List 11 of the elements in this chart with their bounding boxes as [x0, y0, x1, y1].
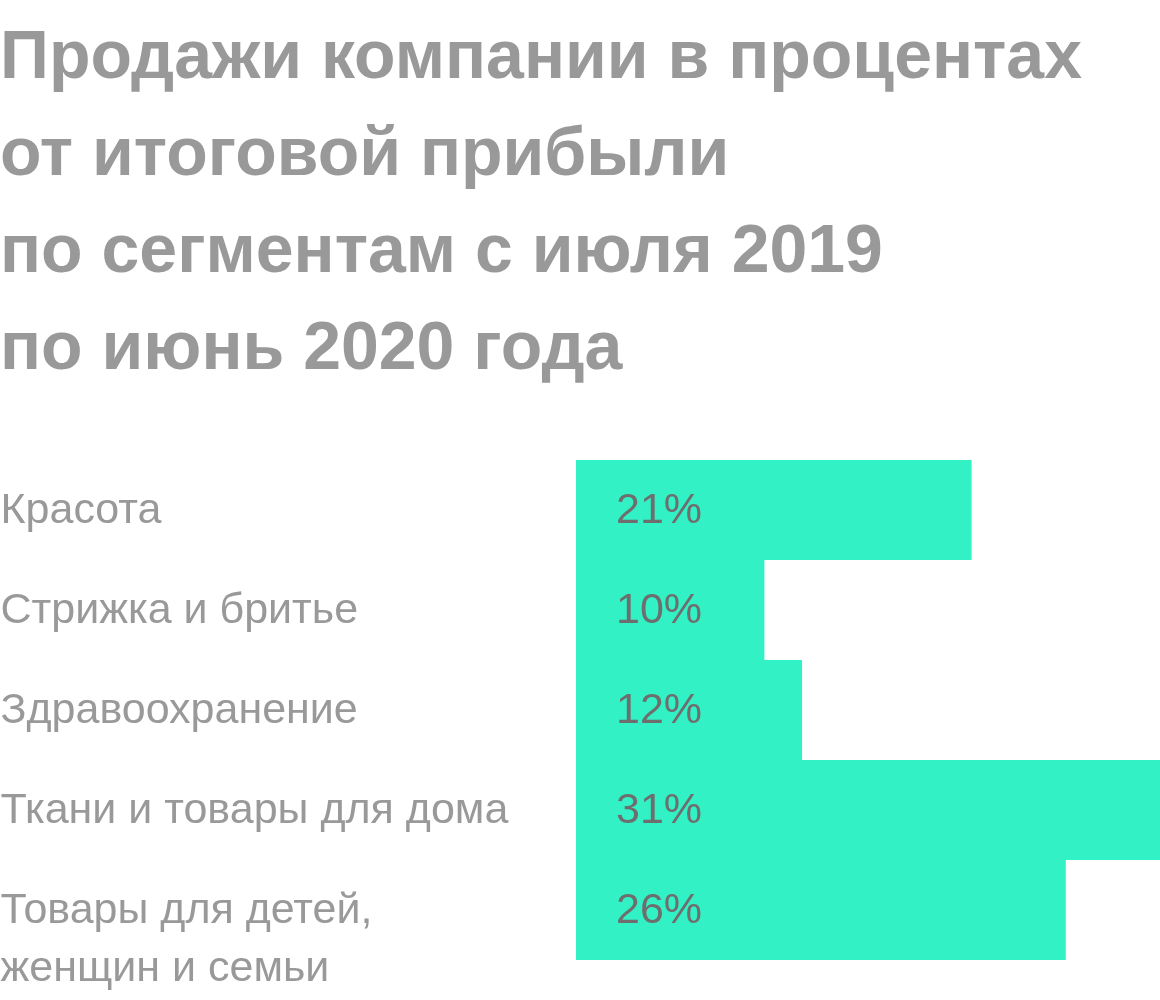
data-label: 31%	[616, 784, 703, 832]
data-label: 26%	[616, 884, 703, 932]
y-tick-label: Товары для детей, женщин и семьи	[0, 884, 373, 990]
data-label: 10%	[616, 584, 703, 632]
chart-title: Продажи компании в процентах от итоговой прибыли по сегментам с июля 2019 по июнь 2020 года	[0, 15, 1082, 385]
y-tick-label: Ткани и товары для дома	[0, 784, 509, 832]
data-label: 21%	[616, 484, 703, 532]
y-tick-label: Красота	[0, 484, 162, 532]
y-tick-label: Стрижка и бритье	[0, 584, 359, 632]
y-tick-label: Здравоохранение	[0, 684, 358, 732]
data-label: 12%	[616, 684, 703, 732]
